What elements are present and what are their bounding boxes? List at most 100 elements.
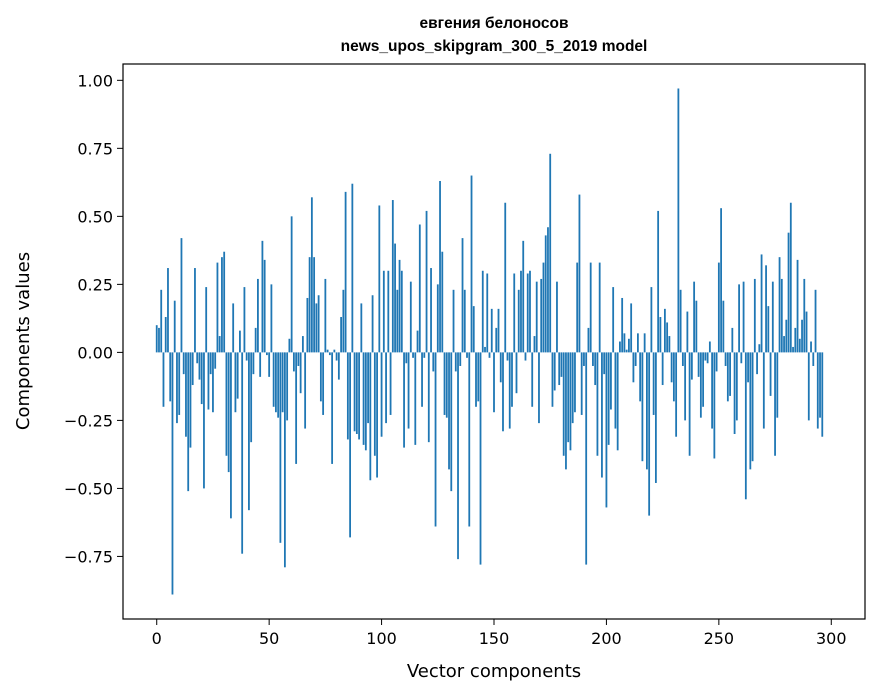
bar [783,336,785,353]
bar [720,208,722,353]
bar [448,352,450,470]
bar [805,311,808,353]
bar [180,238,183,353]
y-tick-label: 0.25 [77,275,113,294]
bar [371,295,374,353]
bar [780,278,783,353]
bar [191,352,194,386]
bar [497,308,500,353]
bar [234,352,237,413]
bar [196,352,199,364]
bar [333,349,336,353]
bar [553,352,556,391]
bar [749,352,752,470]
bar [245,352,248,361]
bar [187,352,190,492]
bar [155,325,158,353]
bar [508,352,511,429]
bar [778,257,781,353]
x-tick-label: 300 [816,629,847,648]
bar [675,352,678,437]
bar [576,262,579,353]
bar [351,183,354,353]
bar [639,352,642,402]
bar [690,352,693,380]
bar [322,352,325,415]
bar [416,330,419,353]
bar [304,352,307,429]
bar [753,278,756,353]
bar [367,352,369,424]
bar [194,268,196,353]
x-tick-label: 50 [259,629,279,648]
bar [819,352,821,418]
x-tick-label: 250 [704,629,735,648]
bar [261,240,264,353]
bar [432,352,435,372]
bar [472,306,475,353]
bar [200,352,203,405]
x-tick-label: 150 [479,629,510,648]
bar [412,352,414,358]
bar [526,273,529,353]
bar [524,352,527,361]
bar [506,352,509,361]
bar [308,257,311,353]
bar [607,352,610,445]
bar [189,352,192,448]
bar [569,352,572,451]
bar [668,336,671,353]
bar [295,352,298,464]
bar [236,352,239,399]
bar [628,338,630,353]
bar [158,327,160,353]
y-tick-label: 0.50 [77,207,113,226]
bar [693,281,696,353]
bar [364,352,367,451]
bar [610,352,612,410]
bar [731,327,734,353]
y-tick-label: −0.75 [64,547,113,566]
bar [515,352,518,394]
bar [481,270,484,353]
bar [221,257,223,353]
bar [326,349,329,353]
bar [742,281,745,353]
x-axis-label: Vector components [407,661,581,682]
bar [542,262,545,353]
bar [203,352,205,489]
bar [270,284,273,353]
bar [722,300,725,353]
bar [378,205,381,353]
bar [657,210,660,353]
bar [583,352,585,366]
bar [789,202,792,353]
bar [173,300,176,353]
bar [358,352,360,440]
bar [747,352,749,383]
bar [355,352,358,434]
bar [585,352,588,565]
bar [760,254,763,353]
bar [445,352,448,418]
bar [230,352,232,519]
bar [605,352,608,508]
bar [319,352,322,402]
bar [441,251,444,353]
bar [663,308,666,353]
bar [711,352,713,429]
bar [623,333,626,353]
bar [713,352,716,459]
bar [558,352,561,386]
bar [493,352,495,413]
chart-subtitle: news_upos_skipgram_300_5_2019 model [341,38,648,55]
bar [239,330,241,353]
bar [337,352,340,380]
bar [257,278,259,353]
bar [821,352,824,437]
bar [740,352,743,364]
bar [796,259,799,353]
bar [807,352,810,421]
bar [794,327,797,353]
bar [547,227,549,353]
